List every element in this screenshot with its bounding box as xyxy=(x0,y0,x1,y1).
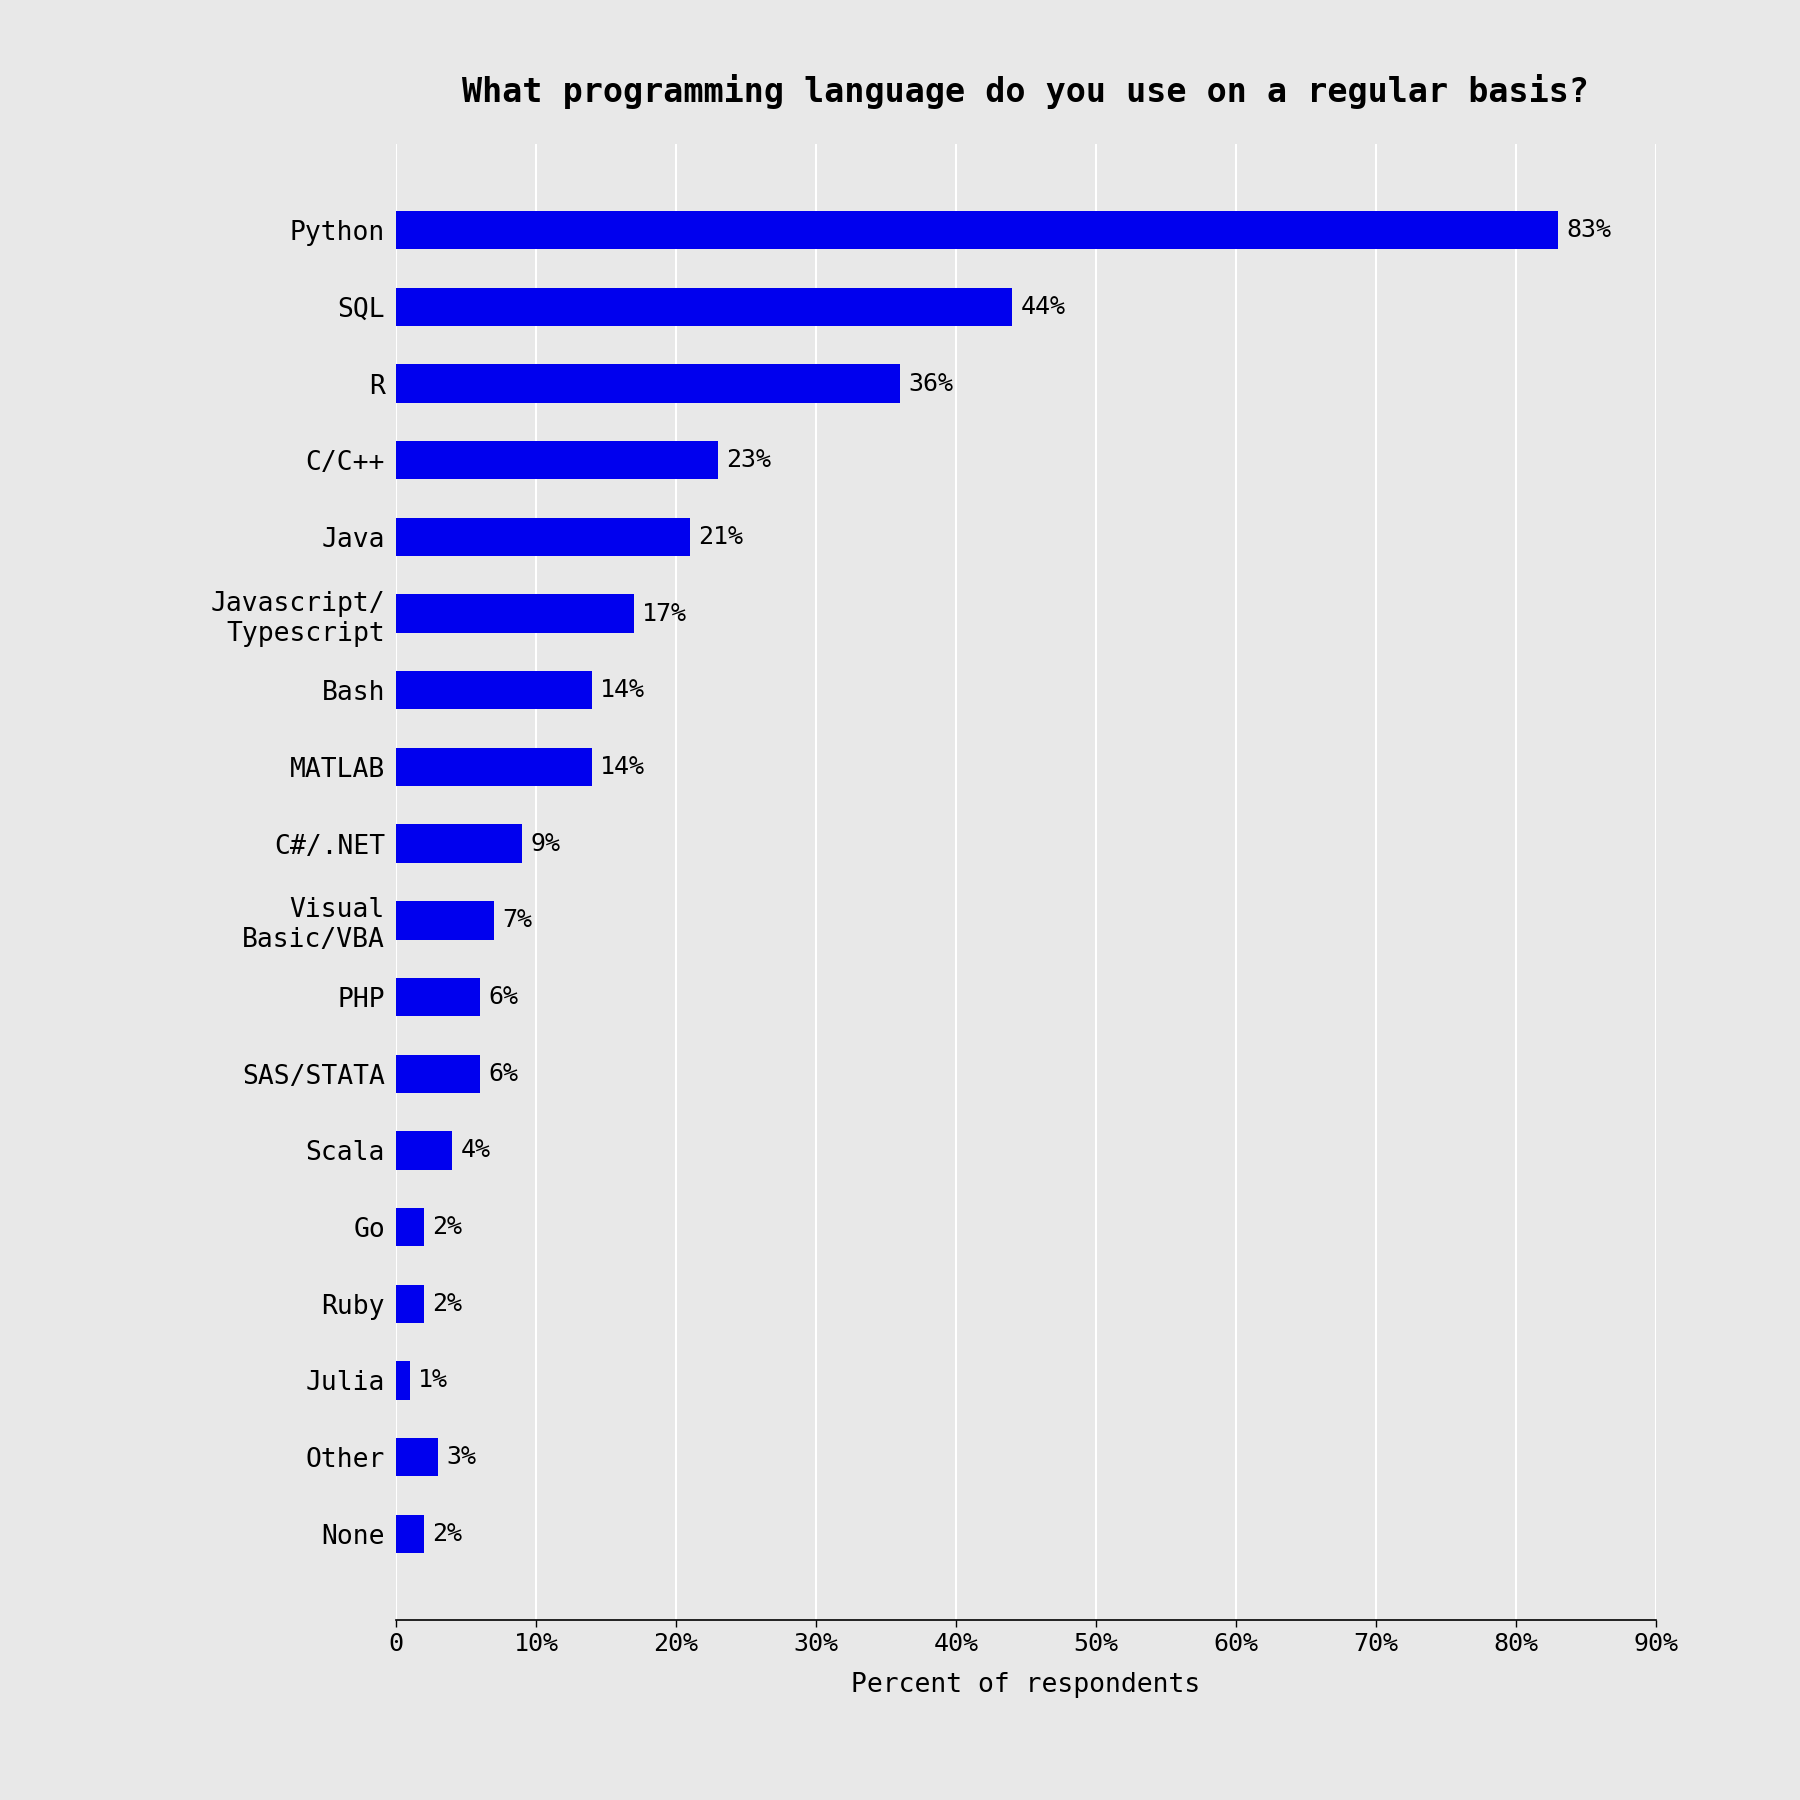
Title: What programming language do you use on a regular basis?: What programming language do you use on … xyxy=(463,74,1589,110)
Bar xyxy=(396,441,718,479)
Text: 3%: 3% xyxy=(446,1445,477,1469)
Text: 2%: 2% xyxy=(432,1521,463,1546)
Bar xyxy=(396,1130,452,1170)
Text: 1%: 1% xyxy=(418,1368,448,1393)
Bar xyxy=(396,1285,425,1323)
Text: 2%: 2% xyxy=(432,1215,463,1238)
Bar xyxy=(396,364,900,403)
Bar xyxy=(396,824,522,862)
Text: 23%: 23% xyxy=(727,448,772,472)
Bar xyxy=(396,1055,481,1093)
Text: 17%: 17% xyxy=(643,601,688,626)
Bar xyxy=(396,671,592,709)
Text: 83%: 83% xyxy=(1566,218,1611,243)
Text: 7%: 7% xyxy=(502,909,533,932)
Bar xyxy=(396,1208,425,1246)
Text: 21%: 21% xyxy=(698,526,743,549)
Bar xyxy=(396,211,1559,250)
Text: 6%: 6% xyxy=(488,1062,518,1085)
Bar xyxy=(396,288,1012,326)
Bar xyxy=(396,1514,425,1553)
Text: 14%: 14% xyxy=(601,754,646,779)
Text: 2%: 2% xyxy=(432,1292,463,1316)
Bar xyxy=(396,902,493,940)
Bar xyxy=(396,977,481,1017)
Text: 9%: 9% xyxy=(531,832,560,855)
Text: 4%: 4% xyxy=(461,1138,490,1163)
Bar xyxy=(396,518,689,556)
Text: 36%: 36% xyxy=(909,371,954,396)
Bar xyxy=(396,594,634,634)
Bar xyxy=(396,1438,437,1476)
X-axis label: Percent of respondents: Percent of respondents xyxy=(851,1672,1201,1699)
Bar xyxy=(396,747,592,787)
Text: 14%: 14% xyxy=(601,679,646,702)
Bar xyxy=(396,1361,410,1400)
Text: 6%: 6% xyxy=(488,985,518,1010)
Text: 44%: 44% xyxy=(1021,295,1066,319)
